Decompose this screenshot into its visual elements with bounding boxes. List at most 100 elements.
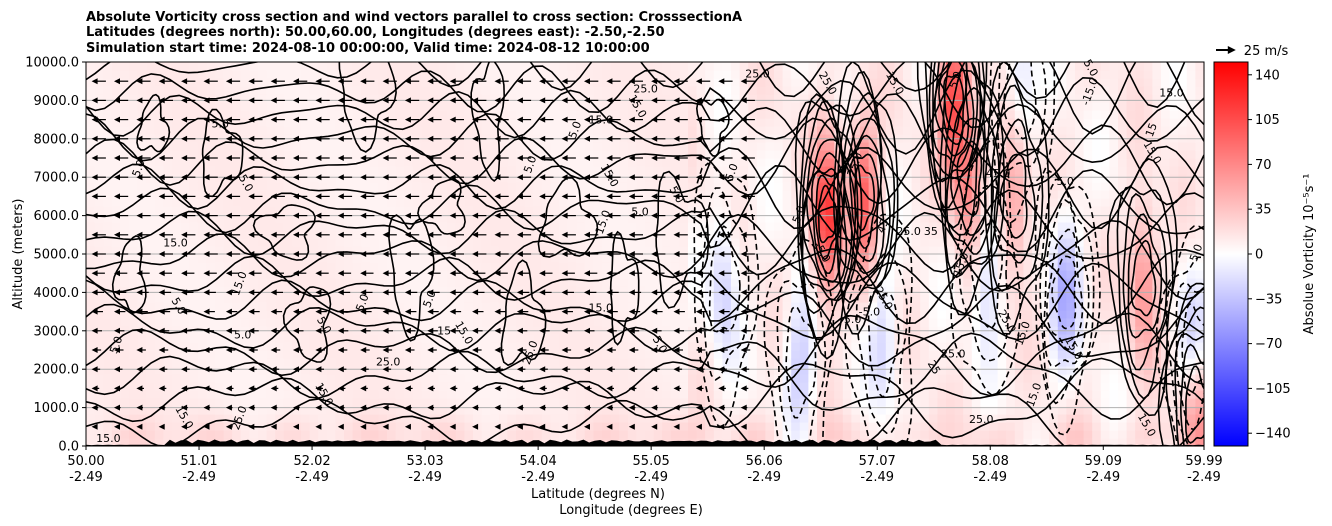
vorticity-cell	[765, 94, 774, 103]
vorticity-cell	[396, 94, 405, 103]
vorticity-cell	[404, 430, 413, 439]
vorticity-cell	[559, 62, 568, 71]
vorticity-cell	[662, 158, 671, 167]
vorticity-cell	[602, 238, 611, 247]
vorticity-cell	[490, 238, 499, 247]
vorticity-cell	[181, 374, 190, 383]
vorticity-cell	[688, 390, 697, 399]
vorticity-cell	[447, 238, 456, 247]
vorticity-cell	[757, 206, 766, 215]
vorticity-cell	[525, 414, 534, 423]
vorticity-cell	[568, 398, 577, 407]
vorticity-cell	[783, 198, 792, 207]
vorticity-cell	[593, 126, 602, 135]
vorticity-cell	[662, 246, 671, 255]
vorticity-cell	[335, 238, 344, 247]
vorticity-cell	[679, 382, 688, 391]
vorticity-cell	[602, 262, 611, 271]
vorticity-cell	[146, 174, 155, 183]
vorticity-cell	[163, 422, 172, 431]
vorticity-cell	[714, 198, 723, 207]
vorticity-cell	[86, 318, 95, 327]
vorticity-cell	[679, 430, 688, 439]
vorticity-cell	[645, 278, 654, 287]
vorticity-cell	[800, 430, 809, 439]
vorticity-cell	[310, 238, 319, 247]
vorticity-cell	[370, 174, 379, 183]
vorticity-cell	[224, 198, 233, 207]
vorticity-cell	[688, 110, 697, 119]
vorticity-cell	[439, 62, 448, 71]
vorticity-cell	[387, 262, 396, 271]
vorticity-cell	[413, 422, 422, 431]
vorticity-cell	[757, 222, 766, 231]
vorticity-cell	[447, 102, 456, 111]
vorticity-cell	[912, 286, 921, 295]
vorticity-cell	[327, 142, 336, 151]
vorticity-cell	[224, 358, 233, 367]
vorticity-cell	[516, 398, 525, 407]
vorticity-cell	[645, 390, 654, 399]
vorticity-cell	[774, 70, 783, 79]
vorticity-cell	[611, 430, 620, 439]
vorticity-cell	[172, 430, 181, 439]
vorticity-cell	[507, 190, 516, 199]
vorticity-cell	[86, 166, 95, 175]
vorticity-cell	[241, 374, 250, 383]
vorticity-cell	[370, 390, 379, 399]
vorticity-cell	[671, 318, 680, 327]
vorticity-cell	[232, 374, 241, 383]
vorticity-cell	[275, 430, 284, 439]
vorticity-cell	[516, 278, 525, 287]
vorticity-cell	[370, 414, 379, 423]
vorticity-cell	[912, 302, 921, 311]
vorticity-cell	[516, 334, 525, 343]
vorticity-cell	[301, 374, 310, 383]
vorticity-cell	[533, 78, 542, 87]
vorticity-cell	[482, 398, 491, 407]
vorticity-cell	[396, 102, 405, 111]
vorticity-cell	[318, 278, 327, 287]
vorticity-cell	[86, 126, 95, 135]
vorticity-cell	[920, 70, 929, 79]
vorticity-cell	[284, 358, 293, 367]
vorticity-cell	[662, 310, 671, 319]
vorticity-cell	[241, 398, 250, 407]
vorticity-cell	[697, 390, 706, 399]
vorticity-cell	[198, 78, 207, 87]
vorticity-cell	[232, 262, 241, 271]
vorticity-cell	[241, 310, 250, 319]
vorticity-cell	[464, 198, 473, 207]
vorticity-cell	[671, 222, 680, 231]
vorticity-cell	[834, 70, 843, 79]
vorticity-cell	[146, 366, 155, 375]
vorticity-cell	[843, 390, 852, 399]
vorticity-cell	[198, 270, 207, 279]
vorticity-cell	[507, 398, 516, 407]
vorticity-cell	[181, 222, 190, 231]
vorticity-cell	[430, 142, 439, 151]
vorticity-cell	[215, 430, 224, 439]
vorticity-cell	[568, 366, 577, 375]
vorticity-cell	[413, 430, 422, 439]
vorticity-cell	[619, 350, 628, 359]
vorticity-cell	[593, 270, 602, 279]
vorticity-cell	[206, 374, 215, 383]
vorticity-cell	[731, 238, 740, 247]
vorticity-cell	[421, 358, 430, 367]
vorticity-cell	[757, 150, 766, 159]
vorticity-cell	[103, 142, 112, 151]
vorticity-cell	[103, 166, 112, 175]
vorticity-cell	[482, 126, 491, 135]
vorticity-cell	[172, 206, 181, 215]
vorticity-cell	[267, 390, 276, 399]
vorticity-cell	[353, 398, 362, 407]
vorticity-cell	[654, 62, 663, 71]
vorticity-cell	[533, 270, 542, 279]
vorticity-cell	[439, 390, 448, 399]
vorticity-cell	[275, 222, 284, 231]
vorticity-cell	[284, 238, 293, 247]
chart-title-line-1: Absolute Vorticity cross section and win…	[86, 10, 742, 25]
vorticity-cell	[327, 126, 336, 135]
vorticity-cell	[774, 94, 783, 103]
